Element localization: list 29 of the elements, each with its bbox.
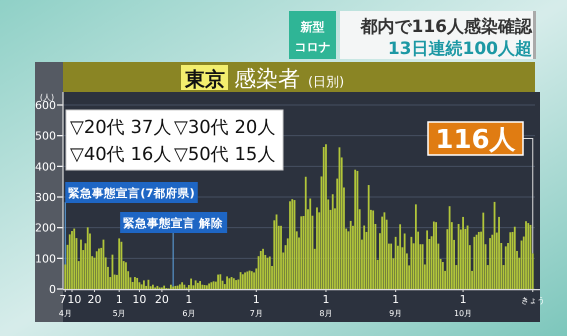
y-tick-label: 500 [35, 130, 56, 143]
annotation: ▽20代 37人 [70, 117, 172, 138]
y-tick-label: 300 [35, 191, 56, 204]
y-tick-label: 200 [35, 222, 56, 235]
x-tick-label: 1 6月 [182, 293, 196, 318]
chart-title: 東京 感染者 (日別) [184, 67, 344, 92]
x-tick-label: 1 7月 [250, 293, 263, 318]
annotation: ▽40代 16人 [70, 144, 172, 165]
x-tick-label: 1 5月 [112, 293, 126, 318]
ref-line-label: 緊急事態宣言(7都府県) [68, 186, 195, 200]
text: 新型コロナ [294, 20, 330, 54]
y-tick-label: 600 [35, 99, 56, 112]
x-tick-label: 20 [87, 293, 102, 306]
x-tick-label: 1 8月 [319, 293, 333, 318]
text: 13日連続100人超 [388, 39, 532, 59]
y-tick-label: 0 [49, 283, 56, 296]
x-tick-label: 1 10月 [454, 293, 472, 318]
y-tick-label: 400 [35, 160, 56, 174]
text: 都内で116人感染確認 [360, 17, 533, 37]
annotation: ▽50代 15人 [174, 144, 276, 165]
x-tick-label: 1 9月 [389, 293, 402, 318]
x-tick-label: 10 [67, 293, 82, 306]
annotation: 116人 [435, 125, 517, 155]
y-axis-title: (人) [40, 93, 54, 102]
annotation: ▽30代 20人 [174, 117, 276, 138]
y-tick-label: 100 [35, 252, 56, 266]
x-tick-label: 20 [154, 293, 169, 306]
ref-line-label: 緊急事態宣言 解除 [123, 216, 224, 230]
x-tick-label: 10 [132, 293, 146, 306]
